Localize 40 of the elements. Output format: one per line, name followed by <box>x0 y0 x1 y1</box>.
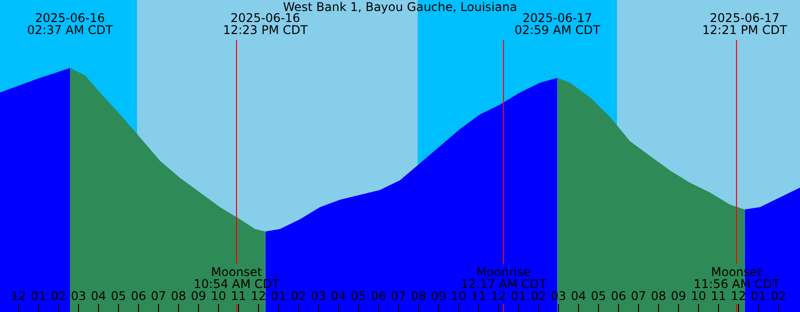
x-tick-label: 07 <box>390 289 406 304</box>
x-tick-label: 11 <box>710 289 726 304</box>
x-tick-label: 06 <box>370 289 386 304</box>
x-tick-label: 05 <box>110 289 126 304</box>
x-tick-label: 10 <box>690 289 706 304</box>
x-tick-label: 06 <box>610 289 626 304</box>
x-tick-label: 05 <box>590 289 606 304</box>
x-tick-label: 08 <box>650 289 666 304</box>
x-tick-label: 02 <box>530 289 546 304</box>
x-tick-label: 02 <box>770 289 786 304</box>
x-tick-label: 11 <box>230 289 246 304</box>
x-tick-label: 01 <box>30 289 46 304</box>
text: 2025-06-16 02:37 AM CDT <box>27 11 114 38</box>
x-tick-label: 08 <box>410 289 426 304</box>
x-tick-label: 05 <box>350 289 366 304</box>
x-tick-label: 04 <box>330 289 346 304</box>
x-tick-label: 03 <box>310 289 326 304</box>
x-tick-label: 07 <box>150 289 166 304</box>
x-tick-label: 12 <box>10 289 26 304</box>
x-tick-label: 12 <box>250 289 266 304</box>
x-tick-label: 10 <box>450 289 466 304</box>
x-tick-label: 02 <box>50 289 66 304</box>
x-tick-label: 06 <box>130 289 146 304</box>
x-tick-label: 09 <box>670 289 686 304</box>
x-tick-label: 04 <box>570 289 586 304</box>
x-tick-label: 01 <box>510 289 526 304</box>
x-tick-label: 01 <box>270 289 286 304</box>
x-tick-label: 09 <box>190 289 206 304</box>
x-tick-label: 09 <box>430 289 446 304</box>
x-tick-label: 08 <box>170 289 186 304</box>
x-tick-label: 02 <box>290 289 306 304</box>
ref-line-label: Moonrise 12:17 AM CDT <box>460 265 548 292</box>
x-tick-label: 01 <box>750 289 766 304</box>
x-tick-label: 04 <box>90 289 106 304</box>
x-tick-label: 10 <box>210 289 226 304</box>
text: 2025-06-17 12:21 PM CDT <box>702 11 788 38</box>
x-tick-label: 11 <box>470 289 486 304</box>
x-tick-label: 03 <box>70 289 86 304</box>
x-tick-label: 07 <box>630 289 646 304</box>
x-tick-label: 12 <box>490 289 506 304</box>
